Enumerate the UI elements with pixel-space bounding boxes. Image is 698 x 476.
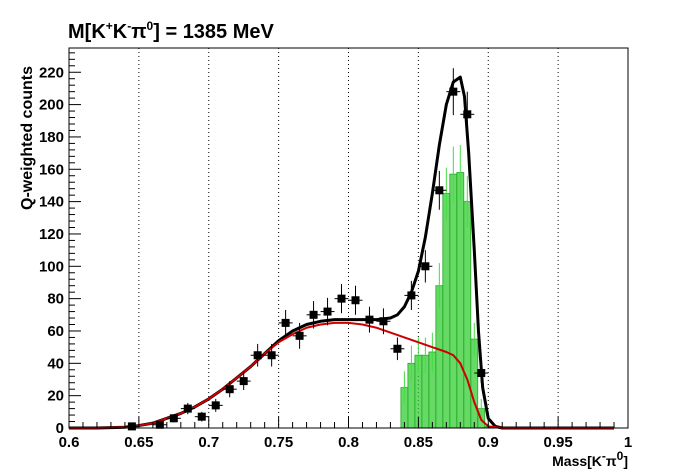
signal-bar <box>456 172 465 429</box>
vertical-grid <box>138 48 559 428</box>
x-tick-label: 0.7 <box>198 434 219 451</box>
fit-curves <box>69 75 615 430</box>
data-point <box>267 351 276 360</box>
data-points <box>124 68 489 431</box>
y-tick-label: 220 <box>39 64 64 81</box>
data-point <box>197 412 206 421</box>
data-point <box>449 87 458 96</box>
data-point <box>155 420 164 429</box>
x-tick-label: 0.85 <box>404 434 433 451</box>
y-tick-label: 40 <box>47 355 64 372</box>
signal-bar <box>449 173 458 429</box>
data-point <box>407 291 416 300</box>
data-point <box>295 331 304 340</box>
y-axis-ticks: 0 20 40 60 80 100 120 140 160 180 200 220 <box>39 52 81 437</box>
data-point <box>337 294 346 303</box>
svg-text:M[K+K-π0] = 1385 MeV: M[K+K-π0] = 1385 MeV <box>68 19 275 43</box>
data-point <box>225 385 234 394</box>
data-point <box>463 110 472 119</box>
data-point <box>309 310 318 319</box>
y-axis-title: Q-weighted counts <box>19 66 36 210</box>
x-axis-title: Mass[K-π0] <box>552 449 628 469</box>
y-tick-label: 140 <box>39 194 64 211</box>
x-axis-ticks: 0.6 0.65 0.7 0.75 0.8 0.85 0.9 0.95 1 <box>59 417 632 451</box>
background-fit-line <box>69 321 615 429</box>
svg-text:Mass[K-π0]: Mass[K-π0] <box>552 449 628 469</box>
y-tick-label: 80 <box>47 291 64 308</box>
x-tick-label: 0.95 <box>544 434 573 451</box>
x-tick-label: 0.6 <box>59 434 80 451</box>
y-tick-label: 20 <box>47 388 64 405</box>
data-point <box>281 318 290 327</box>
y-tick-label: 160 <box>39 161 64 178</box>
signal-bar <box>463 201 472 429</box>
x-tick-label: 1 <box>624 434 632 451</box>
data-point <box>393 344 402 353</box>
data-point <box>365 315 374 324</box>
data-point <box>253 351 262 360</box>
y-tick-label: 0 <box>56 420 64 437</box>
x-tick-label: 0.8 <box>338 434 359 451</box>
chart-title: M[K+K-π0] = 1385 MeV <box>68 19 275 43</box>
data-point <box>421 262 430 271</box>
data-point <box>379 317 388 326</box>
y-tick-label: 100 <box>39 258 64 275</box>
signal-bar <box>442 193 451 429</box>
x-tick-label: 0.75 <box>264 434 293 451</box>
data-point <box>477 369 486 378</box>
data-point <box>211 401 220 410</box>
y-tick-label: 200 <box>39 97 64 114</box>
signal-histogram <box>400 145 493 429</box>
data-point <box>323 307 332 316</box>
data-point <box>169 414 178 423</box>
data-point <box>127 422 136 431</box>
x-tick-label: 0.9 <box>478 434 499 451</box>
data-point <box>351 296 360 305</box>
data-point <box>183 404 192 413</box>
y-tick-label: 60 <box>47 323 64 340</box>
y-tick-label: 180 <box>39 129 64 146</box>
data-point <box>435 186 444 195</box>
y-tick-label: 120 <box>39 226 64 243</box>
x-tick-label: 0.65 <box>124 434 153 451</box>
data-point <box>239 377 248 386</box>
total-fit-line <box>69 75 615 430</box>
